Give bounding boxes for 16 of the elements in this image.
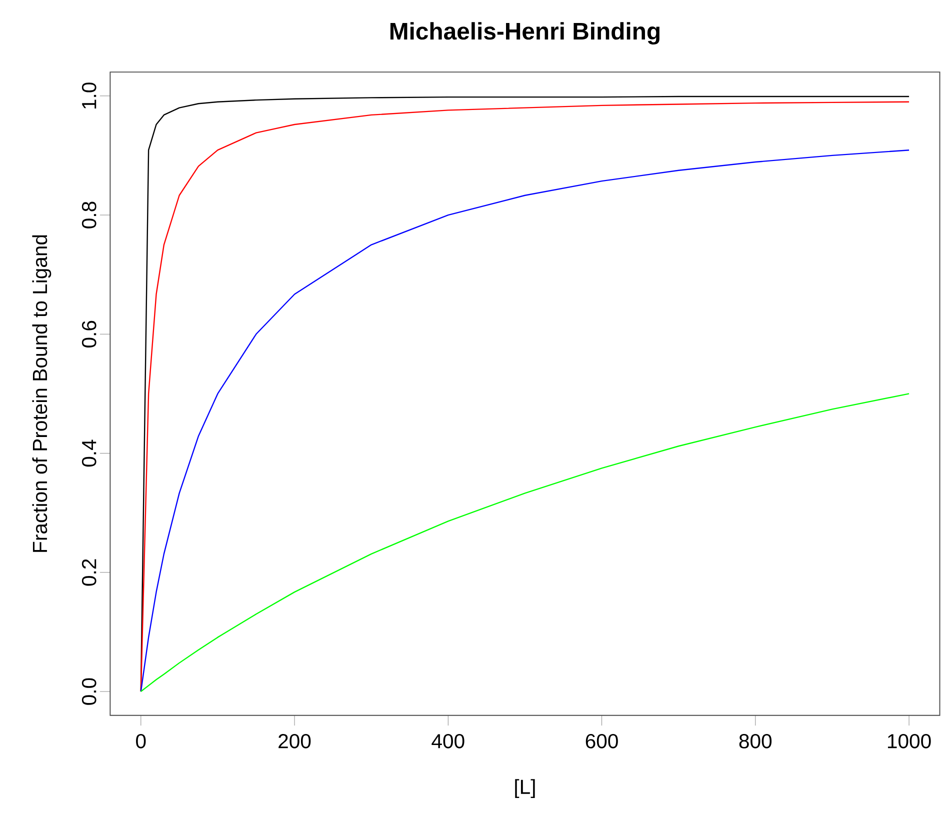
y-tick-label: 0.4 xyxy=(82,440,96,467)
y-tick-label: 0.0 xyxy=(82,678,96,705)
line-series xyxy=(140,393,910,692)
x-tick-label: 0 xyxy=(136,734,146,748)
x-tick-label: 600 xyxy=(586,734,618,748)
y-axis-title: Fraction of Protein Bound to Ligand xyxy=(32,235,52,552)
x-tick-label: 400 xyxy=(432,734,464,748)
y-tick-label: 1.0 xyxy=(82,82,96,109)
x-tick-label: 1000 xyxy=(888,734,931,748)
chart-title: Michaelis-Henri Binding xyxy=(390,22,660,45)
y-tick-label: 0.2 xyxy=(82,559,96,586)
y-tick-label: 0.6 xyxy=(82,320,96,348)
y-tick-label: 0.8 xyxy=(82,202,96,228)
x-tick-label: 200 xyxy=(278,734,311,748)
x-axis-title: [L] xyxy=(515,779,535,798)
x-tick-label: 800 xyxy=(739,734,772,748)
